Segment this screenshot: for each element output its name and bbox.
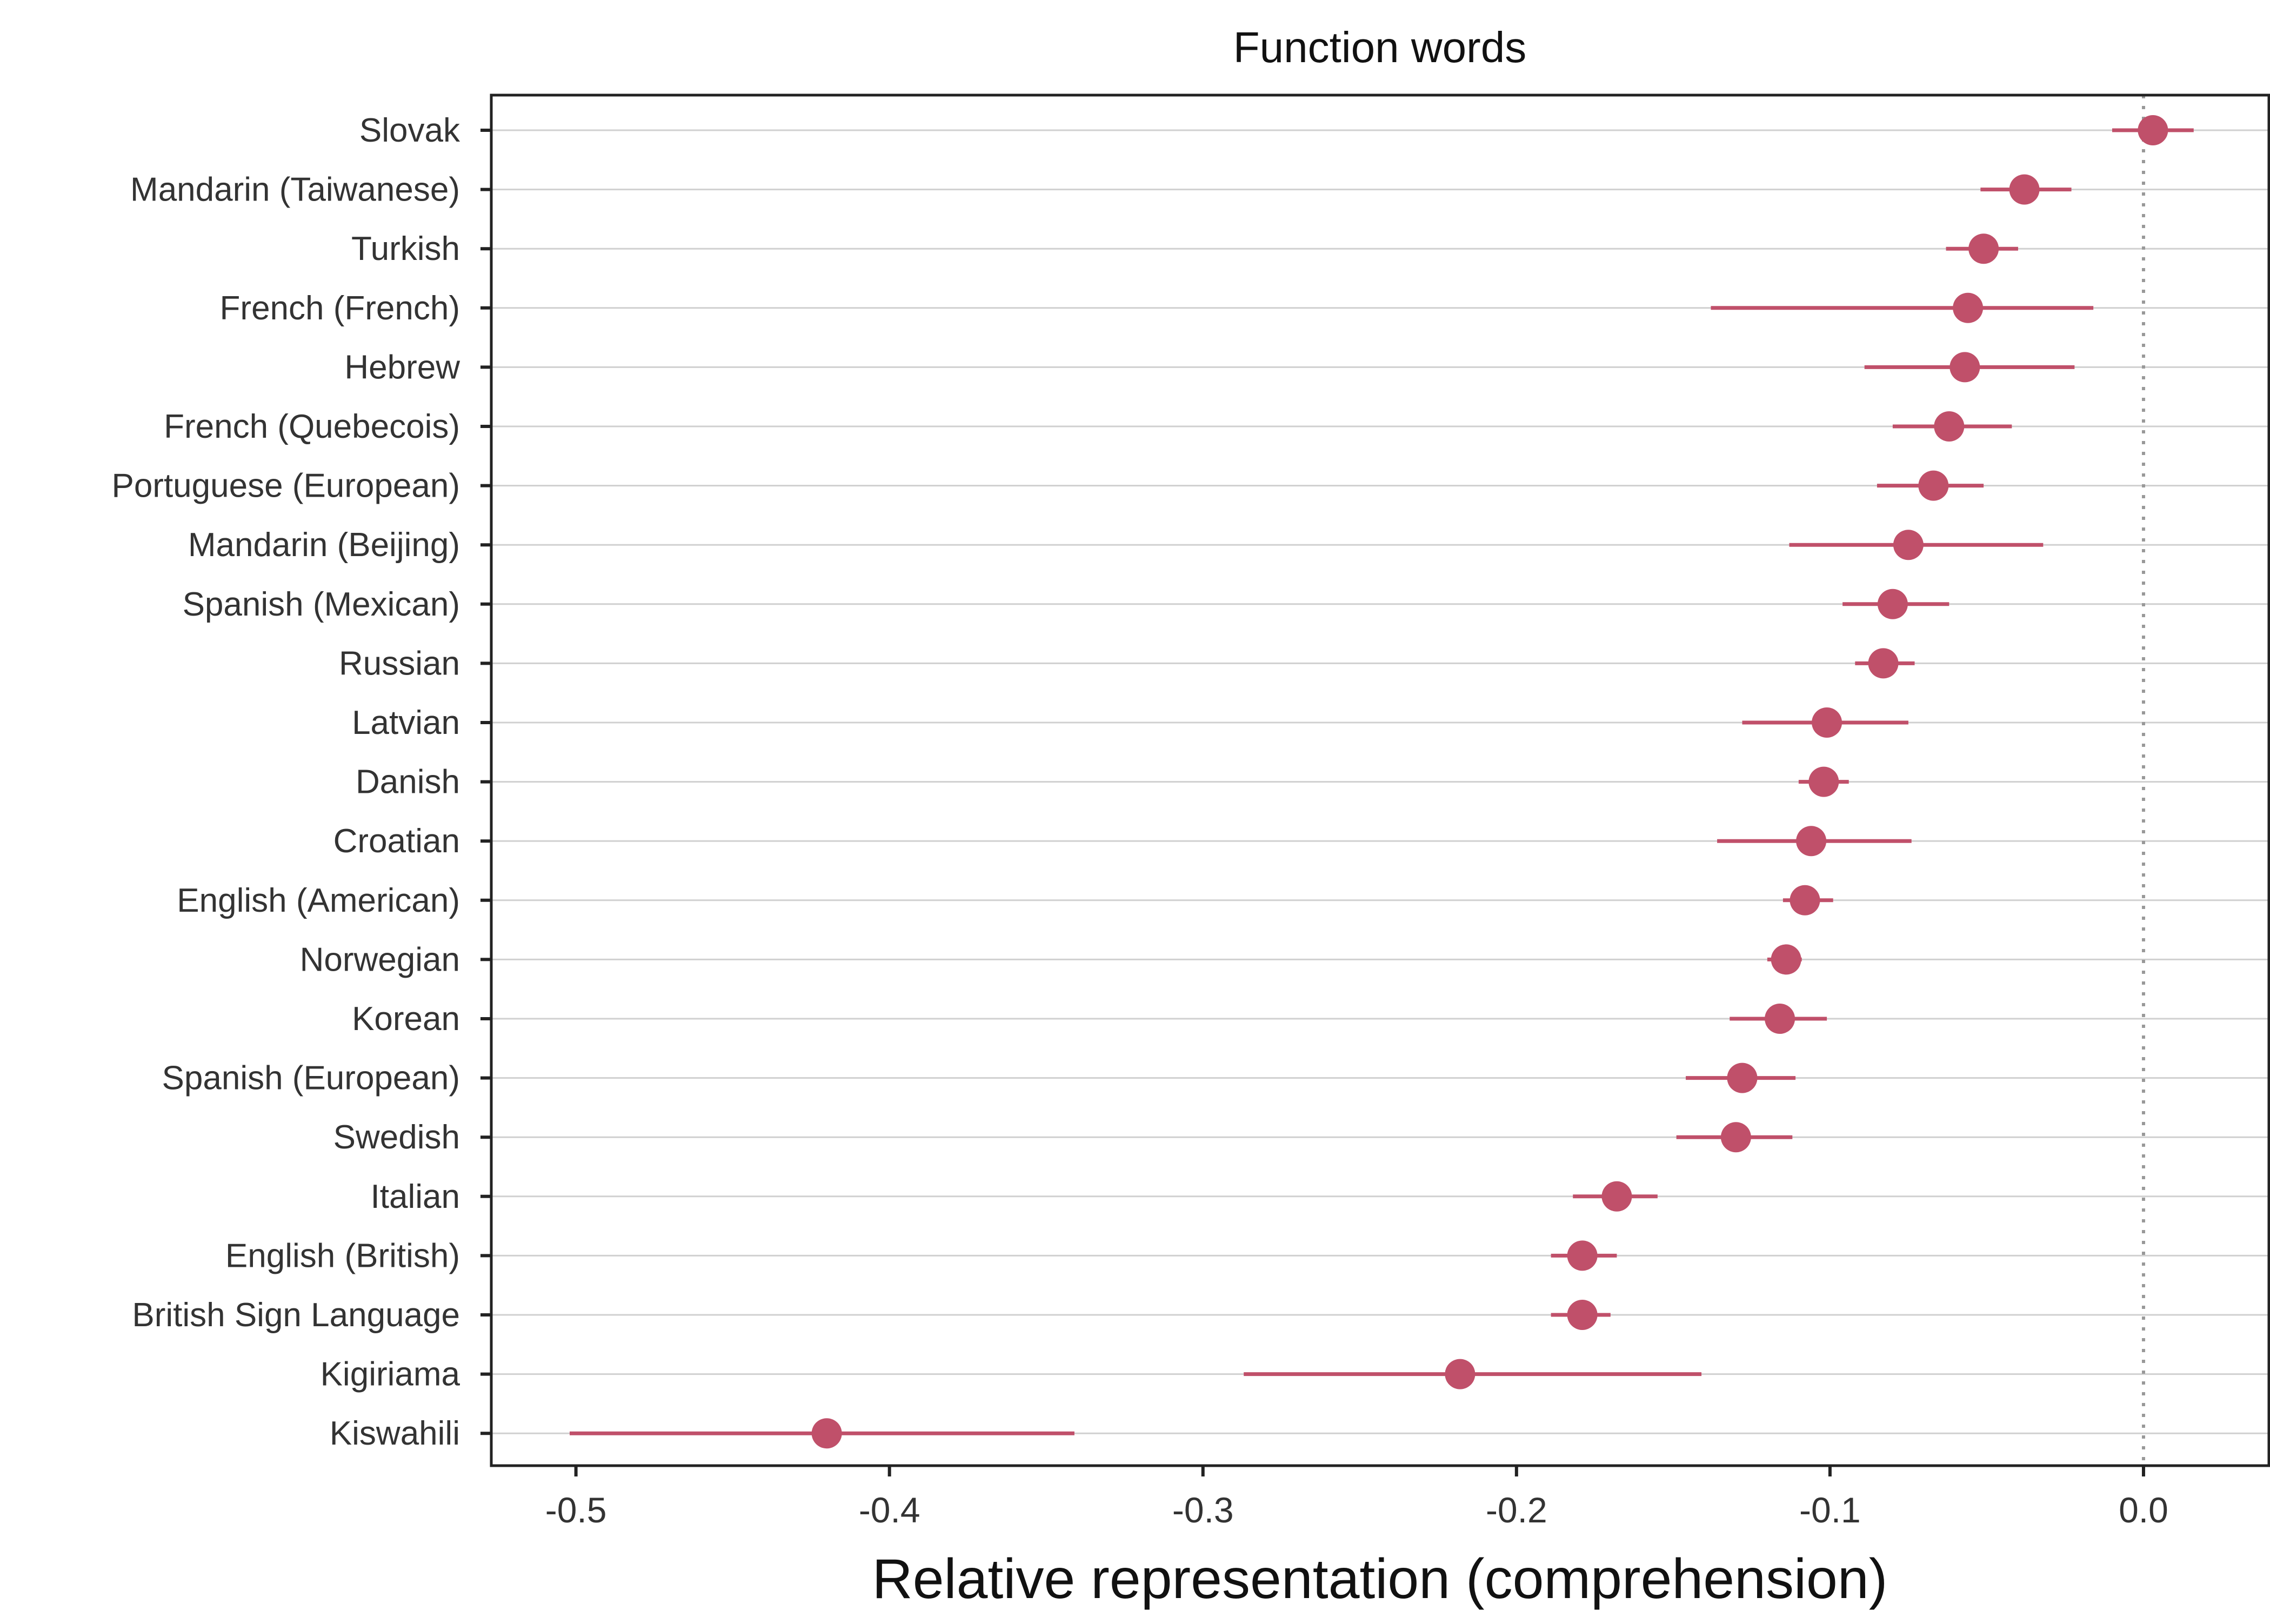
data-point	[1808, 766, 1839, 797]
data-point	[1445, 1359, 1476, 1389]
marks-layer	[570, 115, 2194, 1449]
data-point	[2009, 174, 2040, 205]
data-point	[1953, 292, 1984, 323]
y-tick-label: Korean	[352, 1000, 460, 1038]
data-point	[1877, 589, 1908, 619]
y-tick-label: French (French)	[220, 290, 460, 327]
y-tick-label: Russian	[339, 645, 460, 682]
x-tick-label: 0.0	[2119, 1490, 2168, 1530]
x-axis-title: Relative representation (comprehension)	[872, 1548, 1888, 1610]
x-tick-label: -0.4	[859, 1490, 920, 1530]
data-point	[811, 1418, 842, 1449]
data-point	[1601, 1181, 1632, 1212]
y-tick-label: Danish	[356, 764, 460, 801]
y-tick-label: French (Quebecois)	[164, 408, 460, 445]
y-tick-label: Kiswahili	[330, 1415, 460, 1452]
data-point	[1968, 233, 1999, 264]
x-tick-label: -0.3	[1172, 1490, 1234, 1530]
x-tick-label: -0.5	[545, 1490, 607, 1530]
y-tick-label: Latvian	[352, 704, 460, 741]
y-tick-label: Slovak	[359, 112, 460, 149]
y-tick-label: Mandarin (Taiwanese)	[130, 171, 460, 209]
y-tick-label: Swedish	[333, 1119, 460, 1156]
y-tick-label: Spanish (European)	[162, 1060, 460, 1097]
data-point	[2138, 115, 2168, 145]
x-tick-label: -0.2	[1486, 1490, 1547, 1530]
chart-title: Function words	[1233, 23, 1526, 71]
data-point	[1934, 411, 1965, 442]
y-tick-label: Portuguese (European)	[111, 467, 460, 505]
y-tick-label: Spanish (Mexican)	[183, 586, 460, 623]
data-point	[1918, 470, 1949, 501]
data-point	[1796, 826, 1827, 857]
y-tick-label: Italian	[371, 1178, 460, 1215]
y-tick-label: Turkish	[351, 230, 460, 268]
data-point	[1868, 648, 1899, 679]
y-tick-label: Norwegian	[300, 941, 460, 978]
data-point	[1771, 944, 1801, 975]
data-point	[1765, 1004, 1795, 1034]
data-point	[1790, 885, 1820, 915]
y-tick-label: English (British)	[225, 1237, 460, 1274]
data-point	[1567, 1300, 1598, 1330]
data-point	[1720, 1122, 1751, 1153]
y-tick-label: British Sign Language	[132, 1296, 460, 1334]
data-point	[1727, 1062, 1758, 1093]
data-point	[1949, 352, 1980, 383]
y-tick-label: Croatian	[333, 823, 460, 860]
y-tick-label: Mandarin (Beijing)	[188, 526, 460, 564]
data-point	[1812, 707, 1842, 738]
y-tick-label: English (American)	[177, 882, 460, 919]
y-tick-label: Kigiriama	[321, 1356, 460, 1393]
data-point	[1567, 1240, 1598, 1271]
axis-layer: Slovak Mandarin (Taiwanese) Turkish French …	[111, 112, 2168, 1530]
x-tick-label: -0.1	[1799, 1490, 1861, 1530]
y-tick-label: Hebrew	[344, 349, 460, 386]
data-point	[1893, 530, 1924, 560]
